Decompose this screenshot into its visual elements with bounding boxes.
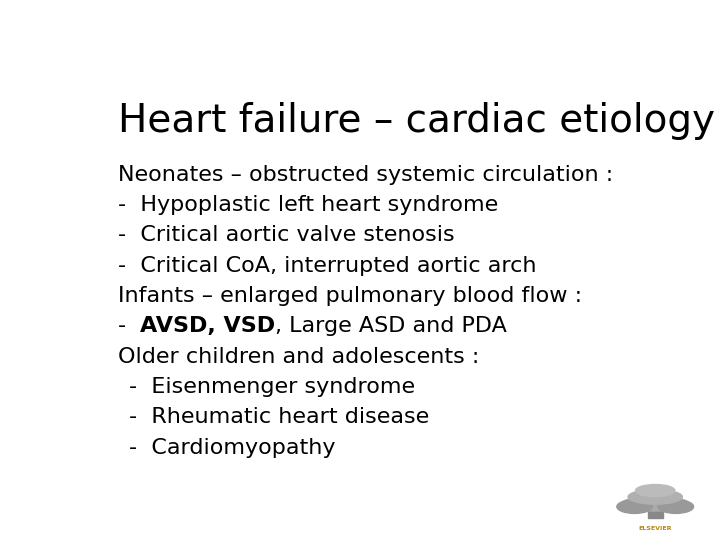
Text: Older children and adolescents :: Older children and adolescents : <box>118 347 480 367</box>
Text: ELSEVIER: ELSEVIER <box>639 526 672 531</box>
Text: , Large ASD and PDA: , Large ASD and PDA <box>275 316 508 336</box>
Text: -  Cardiomyopathy: - Cardiomyopathy <box>129 438 336 458</box>
Ellipse shape <box>617 500 652 514</box>
Bar <box>648 508 662 518</box>
Text: -  Critical aortic valve stenosis: - Critical aortic valve stenosis <box>118 225 454 245</box>
Ellipse shape <box>658 500 693 514</box>
Text: -  Critical CoA, interrupted aortic arch: - Critical CoA, interrupted aortic arch <box>118 255 536 275</box>
Text: AVSD, VSD: AVSD, VSD <box>140 316 275 336</box>
Ellipse shape <box>636 484 675 497</box>
Text: -  Rheumatic heart disease: - Rheumatic heart disease <box>129 407 429 428</box>
Text: Neonates – obstructed systemic circulation :: Neonates – obstructed systemic circulati… <box>118 165 613 185</box>
Text: -  Hypoplastic left heart syndrome: - Hypoplastic left heart syndrome <box>118 195 498 215</box>
Text: -: - <box>118 316 140 336</box>
Text: -  Eisenmenger syndrome: - Eisenmenger syndrome <box>129 377 415 397</box>
Text: Heart failure – cardiac etiology: Heart failure – cardiac etiology <box>118 102 715 140</box>
Ellipse shape <box>621 496 689 511</box>
Ellipse shape <box>628 490 683 504</box>
Text: Infants – enlarged pulmonary blood flow :: Infants – enlarged pulmonary blood flow … <box>118 286 582 306</box>
